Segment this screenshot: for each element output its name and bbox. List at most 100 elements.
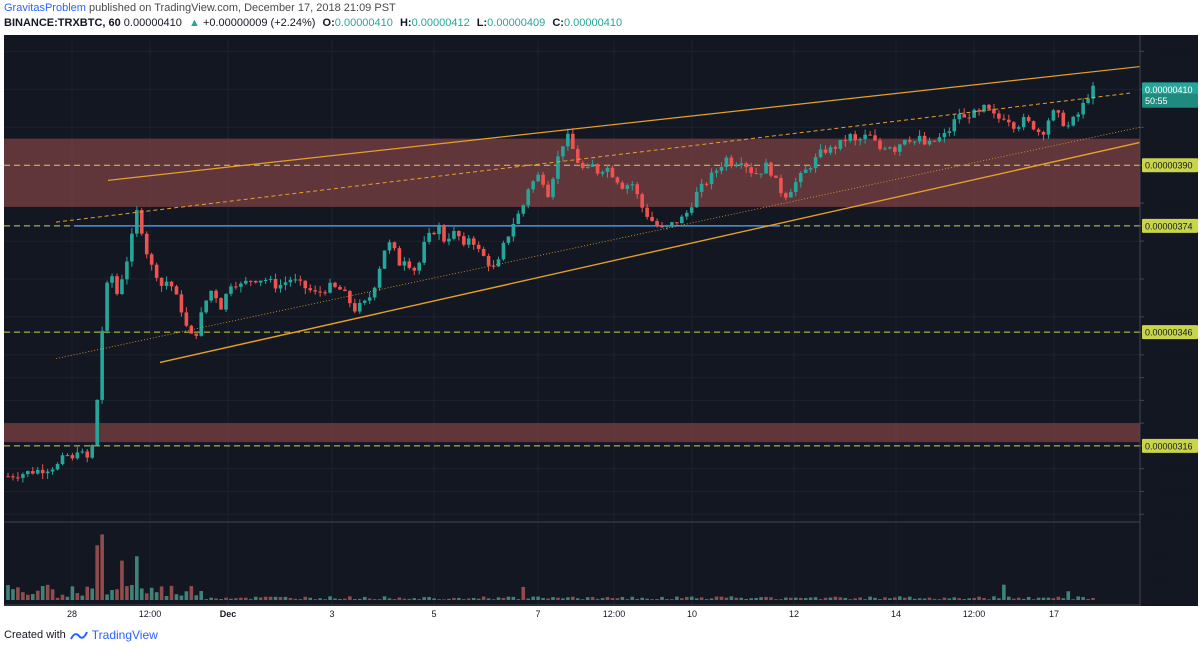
time-tick-label: 7 <box>535 609 540 619</box>
volume-bar <box>283 596 288 600</box>
candle-body <box>823 149 828 153</box>
candle-body <box>739 163 744 166</box>
candle-body <box>323 292 327 294</box>
candle-body <box>164 281 169 286</box>
volume-bar <box>992 596 996 600</box>
volume-bar <box>154 592 159 600</box>
candle-body <box>1051 110 1056 121</box>
candle-body <box>798 173 803 183</box>
volume-bar <box>338 598 342 600</box>
author-link[interactable]: GravitasProblem <box>4 2 86 14</box>
candle-body <box>942 133 947 138</box>
volume-bar <box>883 597 887 600</box>
candle-body <box>982 104 986 112</box>
volume-bar <box>149 587 154 600</box>
volume-bar <box>719 596 724 600</box>
volume-bar <box>120 560 124 600</box>
candle-body <box>719 167 724 171</box>
volume-bar <box>85 586 90 600</box>
time-tick-label: 12 <box>789 609 799 619</box>
volume-bar <box>556 597 560 600</box>
volume-bar <box>30 594 35 600</box>
volume-bar <box>605 597 610 600</box>
volume-axis: 300M 200M 100M 0 <box>1148 530 1171 606</box>
volume-bar <box>561 598 565 600</box>
volume-bar <box>853 598 858 600</box>
candle-body <box>169 281 174 287</box>
candle-body <box>353 303 357 312</box>
candle-body <box>754 173 758 175</box>
volume-bar <box>115 589 119 600</box>
volume-bar <box>873 597 877 600</box>
candle-body <box>1081 102 1085 115</box>
open-label: O: <box>322 17 335 29</box>
symbol-label[interactable]: BINANCE:TRXBTC, 60 <box>4 17 121 29</box>
price-label-box <box>1142 325 1198 340</box>
price-label-text: 0.00000390 <box>1145 161 1193 171</box>
candle-body <box>600 171 605 174</box>
volume-bar <box>838 597 843 600</box>
close-value: 0.00000410 <box>563 17 623 29</box>
volume-bar <box>75 592 80 600</box>
volume-bar <box>333 598 337 600</box>
volume-bar <box>159 586 164 600</box>
volume-bar <box>655 599 659 600</box>
time-axis[interactable]: 28 12:00 Dec 3 5 7 12:00 10 12 14 12:00 17 <box>67 609 1059 619</box>
candle-body <box>789 191 793 198</box>
time-tick-label: 14 <box>891 609 901 619</box>
volume-bar <box>724 597 729 600</box>
volume-bar <box>942 597 947 600</box>
candle-body <box>883 148 887 150</box>
tradingview-brand[interactable]: TradingView <box>91 628 158 642</box>
trendlines[interactable] <box>55 65 1141 364</box>
volume-bar <box>100 534 104 600</box>
volume-bar <box>278 597 283 600</box>
candle-body <box>506 236 511 243</box>
candle-body <box>808 168 813 170</box>
volume-bar <box>566 597 570 600</box>
volume-bar <box>263 596 268 600</box>
candle-body <box>407 261 412 268</box>
candle-body <box>769 162 773 176</box>
volume-bar <box>422 597 426 600</box>
candle-body <box>566 133 570 147</box>
volume-bar <box>536 596 540 600</box>
volume-bar <box>526 598 531 600</box>
volume-bar <box>600 598 605 600</box>
volume-bar <box>372 599 377 600</box>
candle-body <box>60 455 65 464</box>
candle-body <box>16 477 20 479</box>
candle-body <box>100 330 104 400</box>
channel-mid-line <box>55 92 1131 223</box>
legend-line: BINANCE:TRXBTC, 60 0.00000410 ▲ +0.00000… <box>4 17 622 29</box>
candle-body <box>21 474 25 478</box>
candle-body <box>779 177 783 194</box>
volume-bar <box>580 599 585 600</box>
candle-body <box>858 139 862 141</box>
volume-bar <box>769 597 773 600</box>
volume-bar <box>90 588 95 600</box>
candle-body <box>655 221 659 227</box>
candle-body <box>729 157 734 167</box>
candle-body <box>283 282 288 285</box>
chart-canvas[interactable]: 0.00000420 0.00000410 0.00000400 0.00000390… <box>0 0 1200 624</box>
candle-body <box>972 109 976 118</box>
volume-bar <box>531 596 535 600</box>
change-value: +0.00000009 (+2.24%) <box>202 17 316 29</box>
candle-body <box>382 250 387 269</box>
time-tick-label: 12:00 <box>963 609 986 619</box>
volume-tick-label: 100M <box>1148 574 1171 584</box>
volume-bar <box>516 599 521 600</box>
volume-bar <box>412 598 417 600</box>
created-with-label: Created with <box>4 629 66 641</box>
price-label-box <box>1142 93 1198 108</box>
time-tick-label: 12:00 <box>603 609 626 619</box>
candle-body <box>402 261 407 266</box>
candle-body <box>749 167 753 174</box>
candle-body <box>224 293 228 310</box>
candle-body <box>387 242 392 251</box>
volume-bar <box>174 594 179 600</box>
time-tick-label: 3 <box>329 609 334 619</box>
price-tick-label: 0.00000328 <box>1148 396 1196 406</box>
candle-body <box>595 164 600 174</box>
